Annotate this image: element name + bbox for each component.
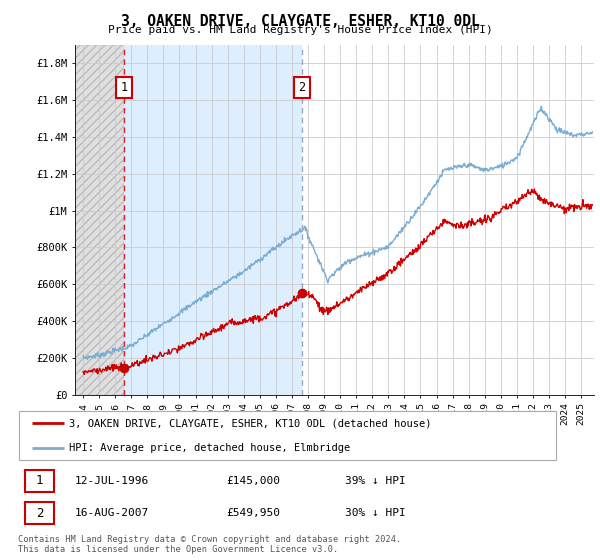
Text: 3, OAKEN DRIVE, CLAYGATE, ESHER, KT10 0DL: 3, OAKEN DRIVE, CLAYGATE, ESHER, KT10 0D… [121, 14, 479, 29]
Text: £145,000: £145,000 [227, 476, 281, 486]
FancyBboxPatch shape [19, 411, 556, 460]
Text: Contains HM Land Registry data © Crown copyright and database right 2024.
This d: Contains HM Land Registry data © Crown c… [18, 535, 401, 554]
Text: 16-AUG-2007: 16-AUG-2007 [74, 508, 149, 518]
Text: 1: 1 [120, 81, 127, 94]
Text: 3, OAKEN DRIVE, CLAYGATE, ESHER, KT10 0DL (detached house): 3, OAKEN DRIVE, CLAYGATE, ESHER, KT10 0D… [70, 418, 432, 428]
Bar [75, 45, 124, 395]
Bar [25, 470, 54, 492]
Bar [25, 502, 54, 524]
Text: HPI: Average price, detached house, Elmbridge: HPI: Average price, detached house, Elmb… [70, 442, 350, 452]
Text: 30% ↓ HPI: 30% ↓ HPI [345, 508, 406, 518]
Text: 2: 2 [298, 81, 305, 94]
Bar [75, 45, 124, 395]
Bar [124, 45, 302, 395]
Text: 2: 2 [35, 507, 43, 520]
Text: 1: 1 [35, 474, 43, 487]
Text: 39% ↓ HPI: 39% ↓ HPI [345, 476, 406, 486]
Text: Price paid vs. HM Land Registry's House Price Index (HPI): Price paid vs. HM Land Registry's House … [107, 25, 493, 35]
Text: 12-JUL-1996: 12-JUL-1996 [74, 476, 149, 486]
Text: £549,950: £549,950 [227, 508, 281, 518]
